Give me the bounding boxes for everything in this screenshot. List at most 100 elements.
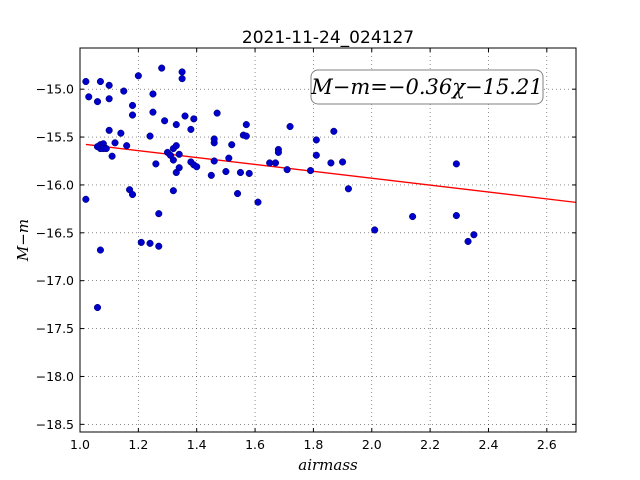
data-point: [306, 167, 315, 175]
y-tick-label: −17.5: [36, 321, 74, 336]
data-point: [82, 77, 90, 86]
data-point: [207, 171, 215, 179]
data-point: [175, 164, 183, 172]
data-point: [409, 212, 417, 221]
data-point: [105, 81, 113, 89]
data-point: [178, 75, 186, 83]
data-point: [312, 151, 320, 159]
data-point: [452, 212, 460, 220]
data-point: [178, 68, 186, 76]
data-point: [120, 87, 128, 95]
data-point: [123, 142, 131, 150]
x-tick-label: 1.4: [187, 437, 207, 452]
data-points: [82, 64, 478, 312]
data-point: [213, 109, 221, 117]
x-tick-label: 2.2: [420, 437, 440, 452]
data-point: [190, 115, 198, 123]
data-point: [128, 111, 137, 119]
data-point: [271, 159, 280, 167]
data-point: [155, 242, 163, 250]
data-point: [210, 135, 218, 143]
grid: [80, 48, 576, 432]
fit-equation: M−m=−0.36χ−15.21: [310, 75, 542, 99]
data-point: [117, 129, 125, 137]
data-point: [236, 168, 245, 177]
data-point: [175, 150, 183, 158]
data-point: [464, 237, 472, 245]
data-point: [111, 139, 119, 147]
data-point: [187, 125, 195, 133]
data-point: [172, 121, 180, 129]
x-tick-label: 1.0: [70, 437, 90, 452]
data-point: [149, 108, 157, 116]
data-point: [327, 159, 335, 167]
data-point: [225, 154, 233, 162]
x-tick-label: 2.4: [479, 437, 499, 452]
data-point: [344, 185, 352, 193]
data-point: [181, 112, 189, 120]
data-point: [242, 121, 250, 129]
data-point: [283, 166, 291, 174]
y-tick-label: −16.0: [36, 177, 74, 192]
data-point: [234, 190, 242, 198]
data-point: [128, 101, 137, 110]
data-point: [96, 77, 104, 86]
data-point: [286, 122, 294, 131]
data-point: [172, 142, 180, 150]
fit-line-layer: [85, 143, 577, 204]
x-tick-label: 2.6: [537, 437, 557, 452]
data-point: [371, 226, 379, 234]
data-point: [105, 126, 113, 134]
data-point: [242, 132, 250, 140]
fit-line: [85, 143, 577, 204]
y-tick-label: −15.5: [36, 130, 74, 145]
y-tick-label: −16.5: [36, 225, 74, 240]
chart-title: 2021-11-24_024127: [242, 28, 414, 48]
data-point: [222, 167, 230, 176]
data-point: [228, 141, 236, 149]
data-point: [155, 210, 163, 218]
x-axis-label: airmass: [298, 456, 358, 474]
data-point: [96, 246, 104, 254]
x-tick-label: 2.0: [362, 437, 382, 452]
data-point: [105, 95, 113, 103]
data-point: [470, 231, 478, 239]
data-point: [169, 187, 177, 195]
y-tick-label: −18.5: [36, 417, 74, 432]
annotation-box: [310, 69, 544, 105]
data-point: [274, 148, 282, 156]
data-point: [312, 136, 320, 144]
data-point: [82, 195, 90, 203]
plot-frame: [79, 47, 577, 433]
axis-ticks: 1.0 1.2 1.4 1.6 1.8 2.0 2.2 2.4 2.6 −15.0 −15.5 −16…: [36, 48, 576, 452]
y-tick-label: −15.0: [36, 82, 74, 97]
data-point: [254, 198, 262, 206]
y-tick-label: −17.0: [36, 273, 74, 288]
data-point: [152, 160, 160, 168]
x-tick-label: 1.2: [128, 437, 148, 452]
data-point: [158, 64, 166, 72]
data-point: [210, 157, 218, 165]
data-point: [93, 303, 102, 312]
x-tick-label: 1.8: [303, 437, 323, 452]
data-point: [134, 72, 142, 80]
data-point: [452, 160, 460, 168]
data-point: [108, 152, 116, 160]
data-point: [330, 127, 338, 135]
data-point: [146, 132, 154, 140]
data-point: [128, 190, 137, 199]
data-point: [102, 144, 110, 153]
data-point: [193, 163, 201, 171]
data-point: [169, 156, 177, 164]
x-tick-label: 1.6: [245, 437, 265, 452]
fit-annotation: M−m=−0.36χ−15.21: [310, 69, 544, 105]
data-point: [245, 169, 253, 177]
y-tick-label: −18.0: [36, 369, 74, 384]
y-axis-label: M−m: [14, 219, 32, 262]
data-point: [146, 239, 154, 247]
data-point: [137, 238, 145, 246]
data-point: [149, 90, 157, 98]
data-point: [161, 117, 169, 125]
data-point: [85, 93, 93, 101]
